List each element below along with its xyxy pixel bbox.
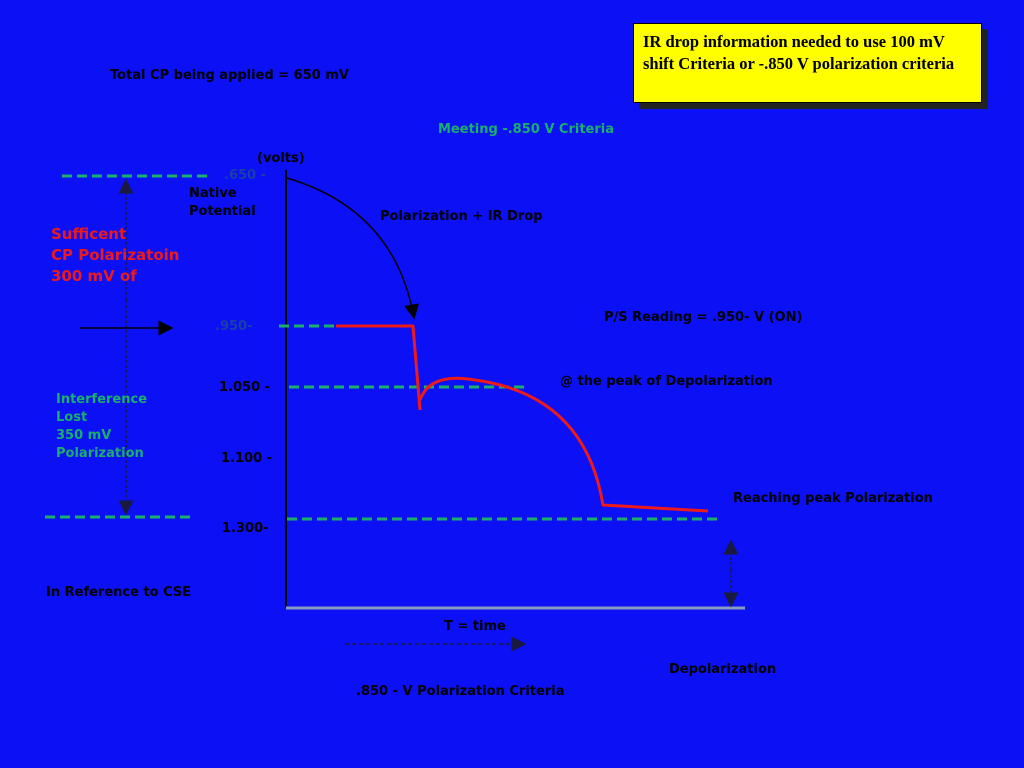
ps-reading-label: P/S Reading = .950- V (ON) <box>604 310 803 325</box>
peak-depolarization-label: @ the peak of Depolarization <box>560 374 773 389</box>
tick-label-1100: 1.100 - <box>221 451 273 466</box>
tick-label-950: .950- <box>215 319 253 334</box>
sufficient-cp-label: Sufficent CP Polarizatoin 300 mV of <box>51 225 180 285</box>
reference-cse-label: In Reference to CSE <box>46 585 192 600</box>
polarization-ir-drop-label: Polarization + IR Drop <box>380 209 543 224</box>
tick-label-1050: 1.050 - <box>219 380 271 395</box>
depolarization-label: Depolarization <box>669 662 777 677</box>
native-potential-label: Native Potential <box>189 186 256 219</box>
interference-lost-label: Interference Lost 350 mV Polarization <box>56 392 148 461</box>
volts-label: (volts) <box>257 151 305 166</box>
criteria-bottom-label: .850 - V Polarization Criteria <box>356 684 565 699</box>
ir-drop-note: IR drop information needed to use 100 mV… <box>633 23 982 103</box>
tick-label-1300: 1.300- <box>222 521 269 536</box>
potential-curve <box>336 324 709 513</box>
tick-label-650: .650 - <box>224 168 266 183</box>
reaching-peak-label: Reaching peak Polarization <box>733 491 933 506</box>
total-cp-label: Total CP being applied = 650 mV <box>110 68 349 83</box>
time-label: T = time <box>444 619 506 634</box>
polarization-ir-drop-arrow <box>286 177 420 320</box>
meeting-criteria-label: Meeting -.850 V Criteria <box>438 122 614 137</box>
